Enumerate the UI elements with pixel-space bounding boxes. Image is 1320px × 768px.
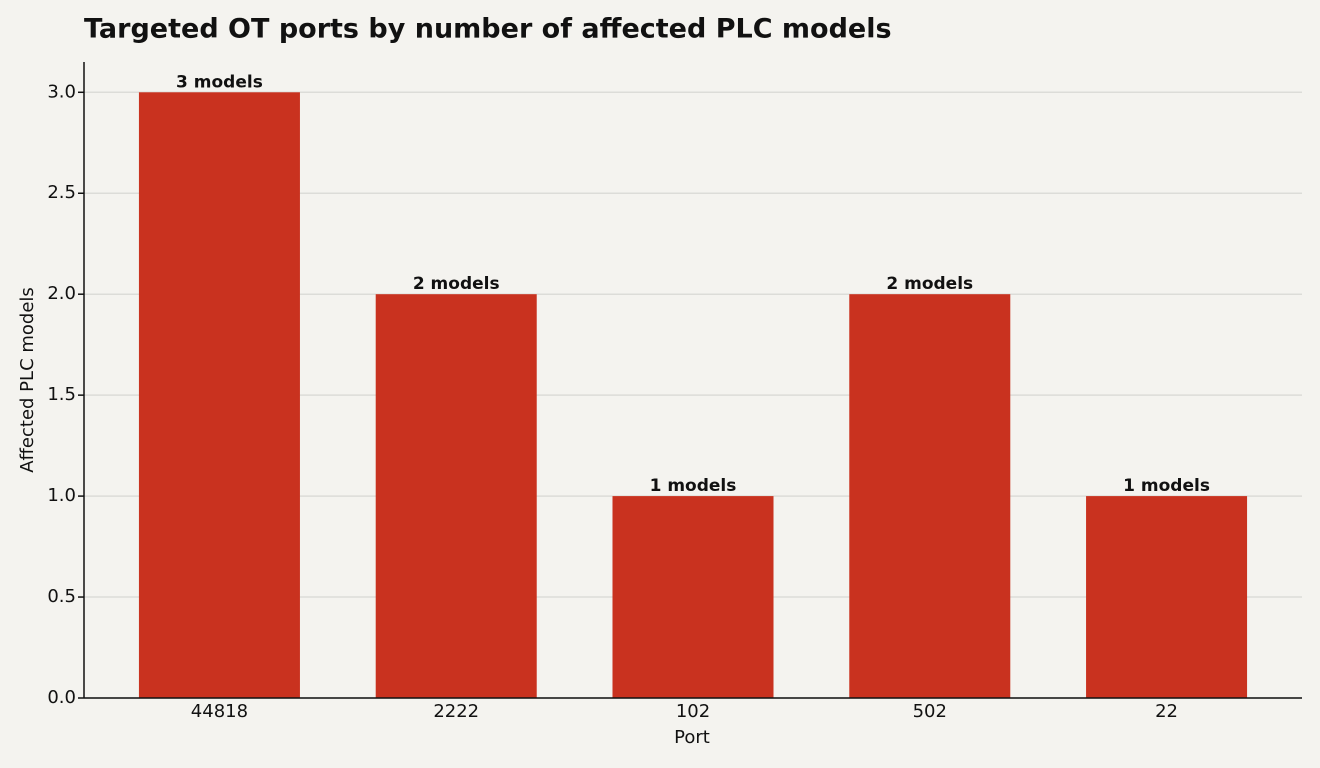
x-tick-label: 2222 [433, 701, 479, 722]
bar [612, 496, 774, 698]
y-tick-label: 0.5 [47, 586, 76, 607]
y-tick-label: 1.5 [47, 384, 76, 405]
y-tick-label: 2.5 [47, 182, 76, 203]
value-label: 2 models [413, 274, 500, 294]
y-tick-label: 0.0 [47, 687, 76, 708]
y-tick-label: 3.0 [47, 81, 76, 102]
value-label: 1 models [1123, 476, 1210, 496]
y-tick-label: 2.0 [47, 283, 76, 304]
y-axis-label: Affected PLC models [17, 287, 38, 473]
value-label: 1 models [650, 476, 737, 496]
bar [849, 294, 1011, 698]
y-tick-label: 1.0 [47, 485, 76, 506]
x-tick-label: 22 [1155, 701, 1178, 722]
value-label: 3 models [176, 72, 263, 92]
chart-title: Targeted OT ports by number of affected … [84, 14, 892, 45]
x-tick-label: 102 [676, 701, 710, 722]
bar [375, 294, 537, 698]
x-axis-label: Port [674, 727, 710, 748]
value-label: 2 models [886, 274, 973, 294]
x-tick-label: 502 [913, 701, 947, 722]
bar [1086, 496, 1248, 698]
x-tick-label: 44818 [191, 701, 248, 722]
bar [138, 92, 300, 699]
